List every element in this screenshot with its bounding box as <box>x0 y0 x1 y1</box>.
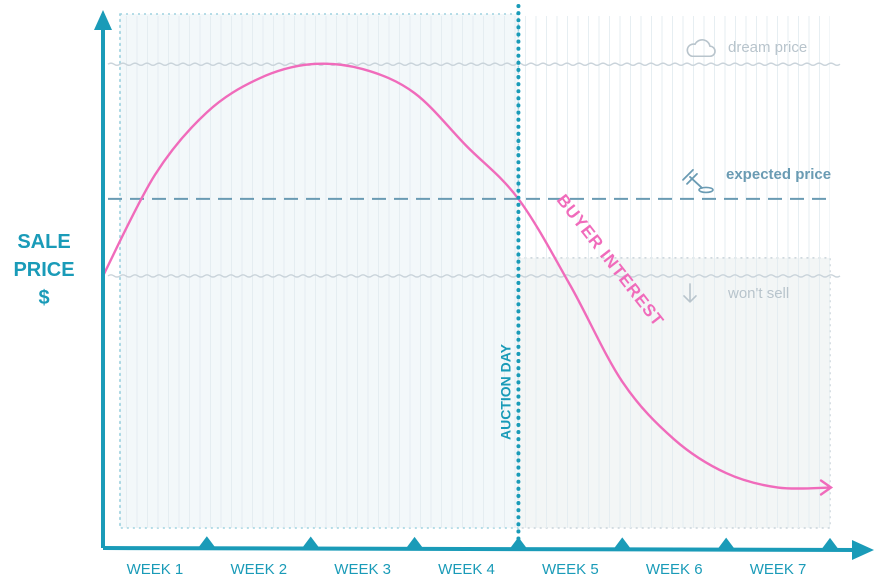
buyer-interest-curve <box>101 62 831 490</box>
y-axis-label-line-3: $ <box>38 287 50 309</box>
dream-price-line <box>107 62 841 67</box>
x-axis-arrow <box>852 540 874 560</box>
x-tick-marker <box>509 537 528 550</box>
x-tick-marker <box>405 536 424 549</box>
x-tick-label: WEEK 4 <box>438 561 495 578</box>
expected-price-label: expected price <box>726 166 831 183</box>
x-tick-marker <box>301 536 320 549</box>
x-tick-label: WEEK 1 <box>127 561 184 578</box>
x-tick-label: WEEK 5 <box>542 561 599 578</box>
x-axis-line <box>102 546 859 552</box>
y-axis-arrow <box>94 10 112 30</box>
arrow-down-icon <box>683 283 697 303</box>
wont-sell-label: won't sell <box>727 285 789 302</box>
dream-price-label: dream price <box>728 39 807 56</box>
cloud-icon <box>686 39 716 58</box>
y-axis-label-line-2: PRICE <box>13 259 75 281</box>
x-tick-marker <box>821 537 839 550</box>
auction-day-label: AUCTION DAY <box>497 343 513 440</box>
y-axis-label: SALE PRICE $ <box>8 228 80 312</box>
x-tick-label: WEEK 7 <box>750 561 807 578</box>
x-tick-marker <box>197 536 216 549</box>
won-t-sell-line <box>107 274 841 278</box>
x-tick-label: WEEK 6 <box>646 561 703 578</box>
x-tick-marker <box>613 537 632 550</box>
gavel-icon <box>682 169 714 194</box>
vertical-grid <box>122 16 830 528</box>
x-tick-label: WEEK 2 <box>230 561 287 578</box>
x-tick-marker <box>717 537 736 550</box>
y-axis-label-line-1: SALE <box>17 231 71 253</box>
x-tick-label: WEEK 3 <box>334 561 391 578</box>
buyer-interest-arrowhead <box>819 479 834 496</box>
